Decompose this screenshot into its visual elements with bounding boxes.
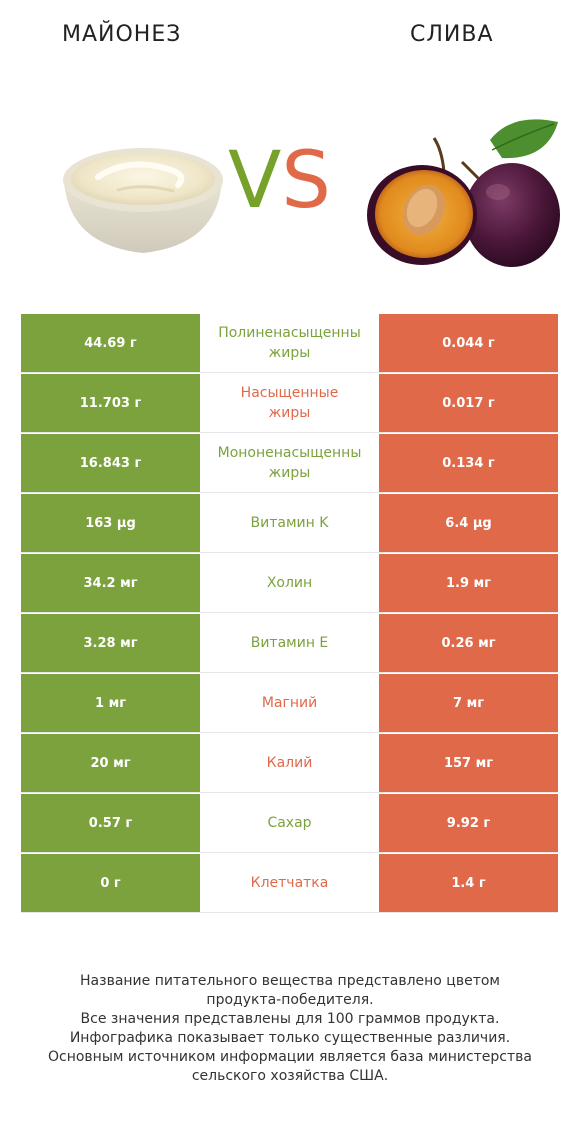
nutrient-label: Мононенасыщенны жиры xyxy=(218,443,362,483)
footer-line: продукта-победителя. xyxy=(206,992,374,1008)
nutrient-name: Калий xyxy=(200,734,379,793)
right-value: 6.4 µg xyxy=(379,494,558,553)
nutrient-line: жиры xyxy=(268,405,311,421)
nutrient-label: Насыщенные жиры xyxy=(241,383,339,423)
left-value: 16.843 г xyxy=(21,434,200,493)
left-value: 11.703 г xyxy=(21,374,200,433)
footer-line: Основным источником информации является … xyxy=(48,1049,532,1065)
table-row: 16.843 г Мононенасыщенны жиры 0.134 г xyxy=(21,434,558,494)
right-value: 157 мг xyxy=(379,734,558,793)
left-value: 44.69 г xyxy=(21,314,200,373)
table-row: 34.2 мг Холин 1.9 мг xyxy=(21,554,558,614)
vs-v: V xyxy=(228,136,282,226)
plum-image xyxy=(367,119,560,267)
nutrient-line: Полиненасыщенны xyxy=(218,325,361,341)
nutrient-name: Магний xyxy=(200,674,379,733)
right-value: 0.134 г xyxy=(379,434,558,493)
footer-note: Название питательного вещества представл… xyxy=(20,972,560,1086)
nutrient-line: Мононенасыщенны xyxy=(217,445,362,461)
right-value: 1.9 мг xyxy=(379,554,558,613)
nutrient-line: Холин xyxy=(266,575,313,591)
nutrient-line: жиры xyxy=(268,465,311,481)
table-row: 0.57 г Сахар 9.92 г xyxy=(21,794,558,854)
nutrient-line: Калий xyxy=(266,755,313,771)
table-row: 1 мг Магний 7 мг xyxy=(21,674,558,734)
nutrient-label: Магний xyxy=(262,693,317,713)
right-value: 0.26 мг xyxy=(379,614,558,673)
nutrient-name: Полиненасыщенны жиры xyxy=(200,314,379,373)
footer-line: Все значения представлены для 100 граммо… xyxy=(80,1011,500,1027)
right-value: 0.017 г xyxy=(379,374,558,433)
nutrient-line: Витамин K xyxy=(250,515,329,531)
nutrient-line: Магний xyxy=(261,695,318,711)
table-row: 20 мг Калий 157 мг xyxy=(21,734,558,794)
nutrient-name: Мононенасыщенны жиры xyxy=(200,434,379,493)
right-value: 0.044 г xyxy=(379,314,558,373)
right-value: 9.92 г xyxy=(379,794,558,853)
footer-line: Инфографика показывает только существенн… xyxy=(69,1030,511,1046)
left-value: 34.2 мг xyxy=(21,554,200,613)
left-value: 0 г xyxy=(21,854,200,913)
nutrient-line: жиры xyxy=(268,345,311,361)
nutrient-name: Витамин E xyxy=(200,614,379,673)
nutrient-name: Витамин K xyxy=(200,494,379,553)
left-value: 0.57 г xyxy=(21,794,200,853)
footer-line: сельского хозяйства США. xyxy=(191,1068,389,1084)
table-row: 11.703 г Насыщенные жиры 0.017 г xyxy=(21,374,558,434)
table-row: 3.28 мг Витамин E 0.26 мг xyxy=(21,614,558,674)
right-value: 7 мг xyxy=(379,674,558,733)
nutrient-name: Сахар xyxy=(200,794,379,853)
left-value: 20 мг xyxy=(21,734,200,793)
nutrient-label: Витамин K xyxy=(251,513,329,533)
nutrient-label: Витамин E xyxy=(251,633,329,653)
left-title: МАЙОНЕЗ xyxy=(62,22,182,47)
right-title: СЛИВА xyxy=(410,22,494,47)
left-value: 1 мг xyxy=(21,674,200,733)
left-value: 3.28 мг xyxy=(21,614,200,673)
nutrient-label: Калий xyxy=(267,753,313,773)
mayonnaise-image xyxy=(63,148,223,253)
nutrient-line: Насыщенные xyxy=(240,385,339,401)
comparison-table: 44.69 г Полиненасыщенны жиры 0.044 г 11.703 … xyxy=(21,314,558,914)
table-row: 44.69 г Полиненасыщенны жиры 0.044 г xyxy=(21,314,558,374)
nutrient-label: Полиненасыщенны жиры xyxy=(218,323,361,363)
nutrient-line: Клетчатка xyxy=(250,875,329,891)
table-row: 0 г Клетчатка 1.4 г xyxy=(21,854,558,914)
nutrient-label: Сахар xyxy=(267,813,311,833)
nutrient-line: Витамин E xyxy=(250,635,329,651)
footer-line: Название питательного вещества представл… xyxy=(80,973,500,989)
vs-s: S xyxy=(281,136,331,226)
nutrient-label: Холин xyxy=(267,573,312,593)
nutrient-name: Холин xyxy=(200,554,379,613)
nutrient-line: Сахар xyxy=(267,815,312,831)
left-value: 163 µg xyxy=(21,494,200,553)
nutrient-name: Насыщенные жиры xyxy=(200,374,379,433)
vs-label: VS xyxy=(228,142,331,220)
table-row: 163 µg Витамин K 6.4 µg xyxy=(21,494,558,554)
nutrient-name: Клетчатка xyxy=(200,854,379,913)
nutrient-label: Клетчатка xyxy=(251,873,329,893)
right-value: 1.4 г xyxy=(379,854,558,913)
